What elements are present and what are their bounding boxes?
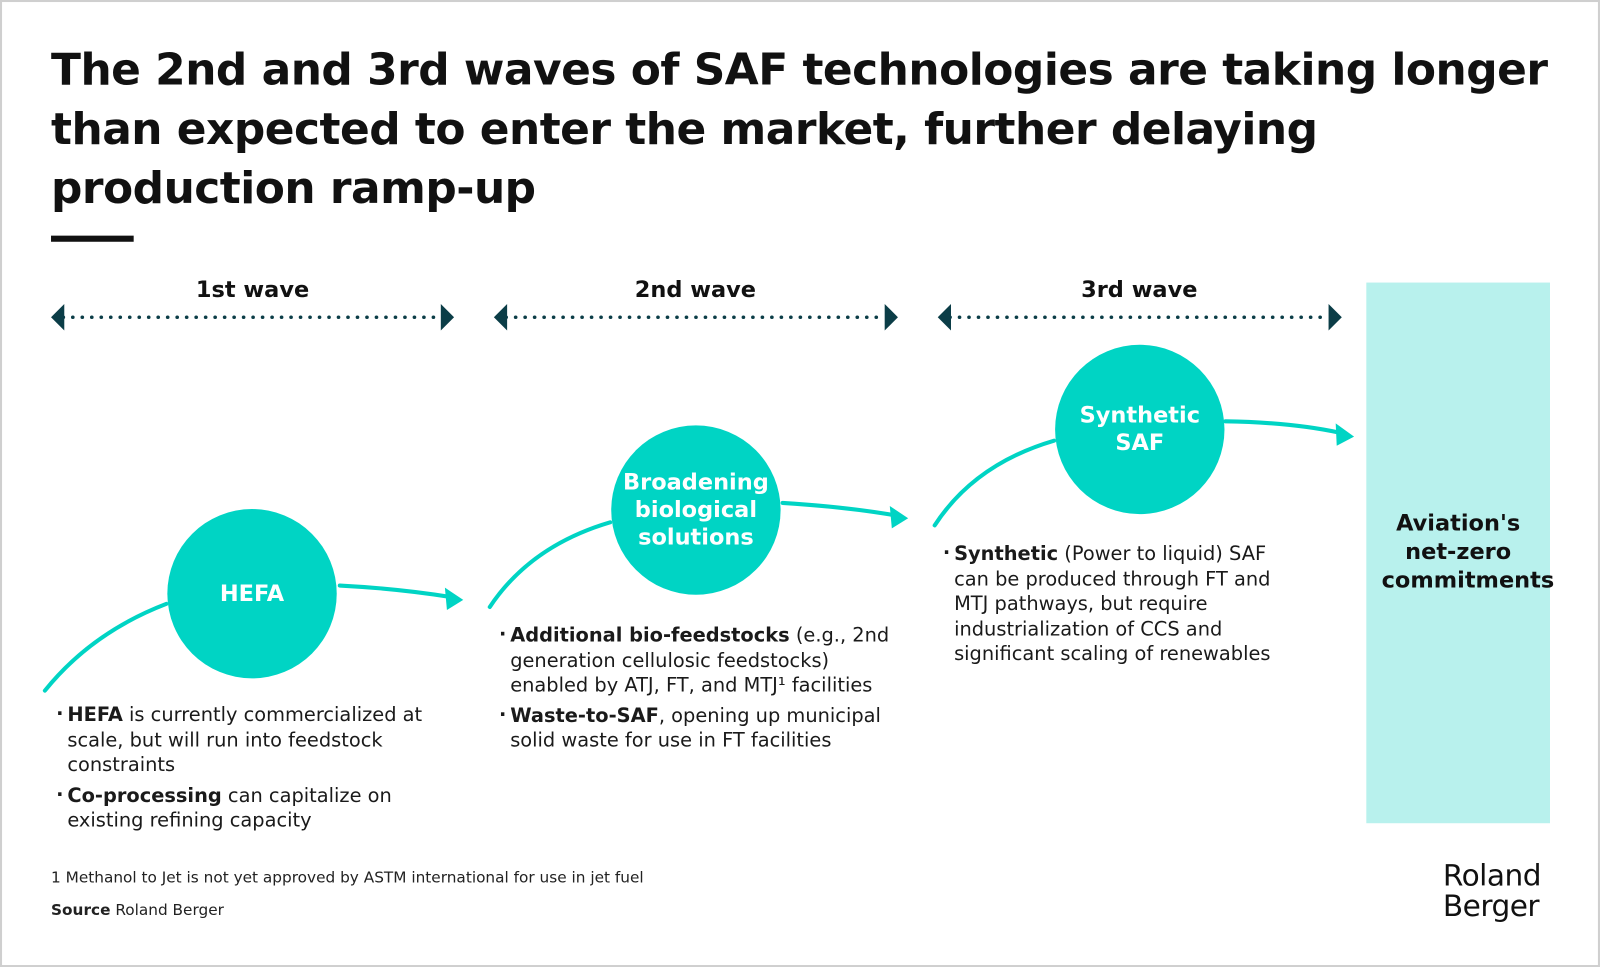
footnote: 1 Methanol to Jet is not yet approved by…	[51, 868, 644, 887]
bullet-text: is currently commercialized at scale, bu…	[67, 703, 423, 777]
curve-out-2	[780, 500, 896, 518]
bullet-text: (Power to liquid) SAF can be produced th…	[954, 542, 1271, 666]
wave-label-3: 3rd wave	[1081, 277, 1198, 303]
wave-1-bullets: HEFA is currently commercialized at scal…	[56, 702, 435, 838]
bullet-item: HEFA is currently commercialized at scal…	[56, 702, 435, 778]
bullet-bold: Co-processing	[67, 783, 222, 807]
bullet-item: Waste-to-SAF, opening up municipal solid…	[499, 702, 898, 753]
bullet-bold: Additional bio-feedstocks	[510, 624, 790, 647]
wave-span-arrow-1	[51, 303, 455, 331]
wave-label-2: 2nd wave	[634, 277, 757, 303]
curve-out-1	[337, 583, 452, 599]
arrowhead-3	[1335, 423, 1355, 446]
wave-2-bullets: Additional bio-feedstocks (e.g., 2nd gen…	[499, 622, 898, 758]
curve-out-3	[1223, 419, 1341, 435]
source-value: Roland Berger	[110, 900, 224, 920]
bullet-item: Additional bio-feedstocks (e.g., 2nd gen…	[499, 622, 898, 698]
bullet-item: Synthetic (Power to liquid) SAF can be p…	[943, 541, 1301, 667]
bullet-text: , opening up municipal solid waste for u…	[510, 704, 881, 752]
wave-label-1: 1st wave	[195, 277, 310, 303]
bullet-item: Co-processing can capitalize on existing…	[56, 782, 435, 833]
bullet-text: (e.g., 2nd generation cellulosic feedsto…	[510, 624, 890, 697]
source-line: Source Roland Berger	[51, 901, 224, 919]
arrowhead-1	[444, 587, 464, 611]
technology-circle-synthetic: Synthetic SAF	[1055, 344, 1225, 515]
bullet-bold: Synthetic	[954, 542, 1059, 566]
bullet-bold: Waste-to-SAF	[510, 704, 659, 727]
curve-in-2	[487, 520, 613, 609]
net-zero-goal-box: Aviation's net-zero commitments	[1366, 282, 1555, 824]
curve-in-1	[42, 601, 169, 693]
bullet-bold: HEFA	[67, 703, 123, 727]
wave-span-arrow-3	[937, 303, 1342, 331]
goal-label: Aviation's net-zero commitments	[1381, 511, 1555, 594]
technology-circle-hefa: HEFA	[167, 509, 337, 679]
page-title: The 2nd and 3rd waves of SAF technologie…	[51, 44, 1548, 215]
technology-circle-biological: Broadening biological solutions	[611, 425, 781, 595]
roland-berger-logo: Roland Berger	[1442, 857, 1542, 924]
wave-3-bullets: Synthetic (Power to liquid) SAF can be p…	[943, 541, 1301, 672]
curve-in-3	[932, 438, 1057, 528]
source-label: Source	[51, 900, 111, 920]
wave-span-arrow-2	[493, 303, 898, 331]
bullet-text: can capitalize on existing refining capa…	[67, 783, 392, 832]
arrowhead-2	[889, 505, 909, 529]
title-underline	[51, 235, 134, 242]
